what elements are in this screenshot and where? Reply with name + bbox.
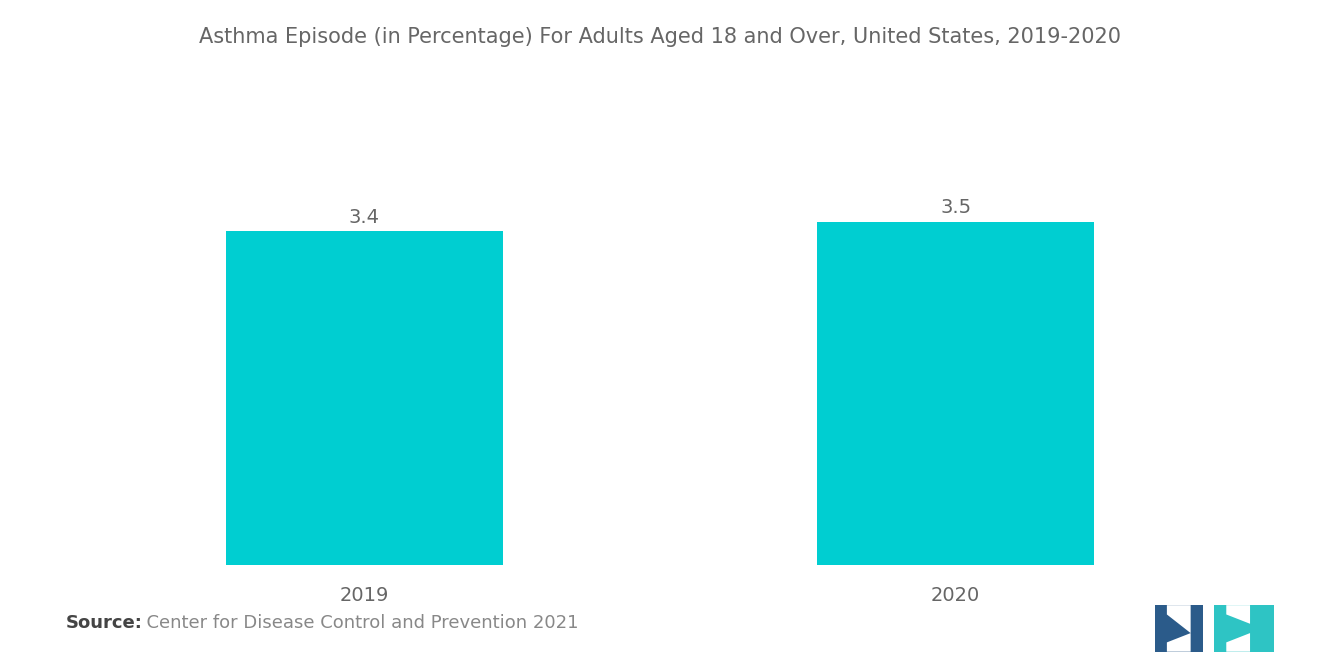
Text: 3.4: 3.4 (348, 207, 380, 227)
Bar (817, 221, 1094, 565)
Polygon shape (1214, 605, 1274, 652)
Text: Asthma Episode (in Percentage) For Adults Aged 18 and Over, United States, 2019-: Asthma Episode (in Percentage) For Adult… (199, 27, 1121, 47)
Polygon shape (1226, 605, 1250, 624)
Bar (226, 231, 503, 565)
Text: Center for Disease Control and Prevention 2021: Center for Disease Control and Preventio… (135, 614, 578, 632)
Polygon shape (1155, 605, 1203, 652)
Polygon shape (1167, 633, 1191, 652)
Polygon shape (1226, 633, 1250, 652)
Text: Source:: Source: (66, 614, 143, 632)
Text: 3.5: 3.5 (940, 198, 972, 217)
Polygon shape (1167, 605, 1191, 633)
